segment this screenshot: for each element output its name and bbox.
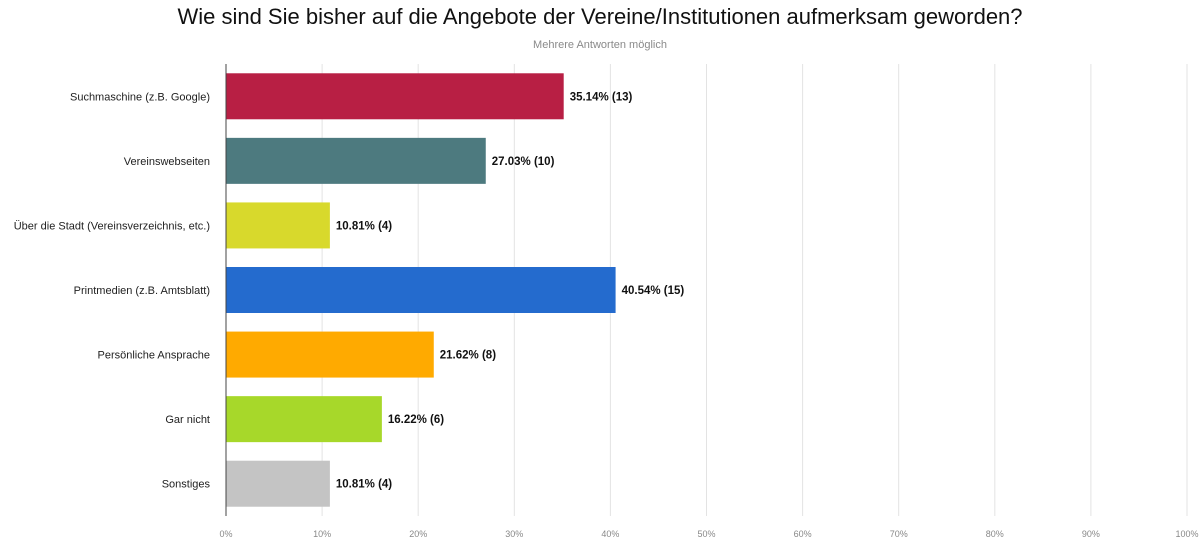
x-tick-labels: 0% 10% 20% 30% 40% 50% 60% 70% 80% 90% 100% [219,529,1198,539]
chart-title: Wie sind Sie bisher auf die Angebote der… [177,4,1023,29]
category-label: Gar nicht [165,414,210,426]
value-label: 35.14% (13) [570,91,633,103]
category-label: Printmedien (z.B. Amtsblatt) [74,285,210,297]
x-tick-label: 100% [1175,529,1198,539]
x-tick-label: 30% [505,529,523,539]
x-tick-label: 20% [409,529,427,539]
value-label: 40.54% (15) [622,285,685,297]
x-tick-label: 60% [794,529,812,539]
bar [226,267,616,313]
x-tick-label: 90% [1082,529,1100,539]
x-tick-label: 0% [219,529,232,539]
value-labels: 35.14% (13) 27.03% (10) 10.81% (4) 40.54% (… [336,91,685,490]
category-label: Suchmaschine (z.B. Google) [70,91,210,103]
bars [226,73,616,507]
value-label: 10.81% (4) [336,479,392,491]
value-label: 16.22% (6) [388,414,444,426]
x-tick-label: 80% [986,529,1004,539]
value-label: 21.62% (8) [440,350,496,362]
category-label: Über die Stadt (Vereinsverzeichnis, etc.… [14,220,210,232]
chart-subtitle: Mehrere Antworten möglich [533,39,667,51]
category-labels: Suchmaschine (z.B. Google) Vereinswebseit… [14,91,211,490]
x-tick-label: 40% [601,529,619,539]
x-tick-label: 10% [313,529,331,539]
x-tick-label: 50% [697,529,715,539]
category-label: Vereinswebseiten [124,156,210,168]
category-label: Persönliche Ansprache [97,350,210,362]
bar [226,73,564,120]
value-label: 10.81% (4) [336,220,392,232]
bar [226,331,434,378]
x-tick-label: 70% [890,529,908,539]
bar [226,396,382,443]
bar [226,137,486,184]
bar [226,460,330,507]
bar [226,202,330,249]
value-label: 27.03% (10) [492,156,555,168]
category-label: Sonstiges [162,479,211,491]
